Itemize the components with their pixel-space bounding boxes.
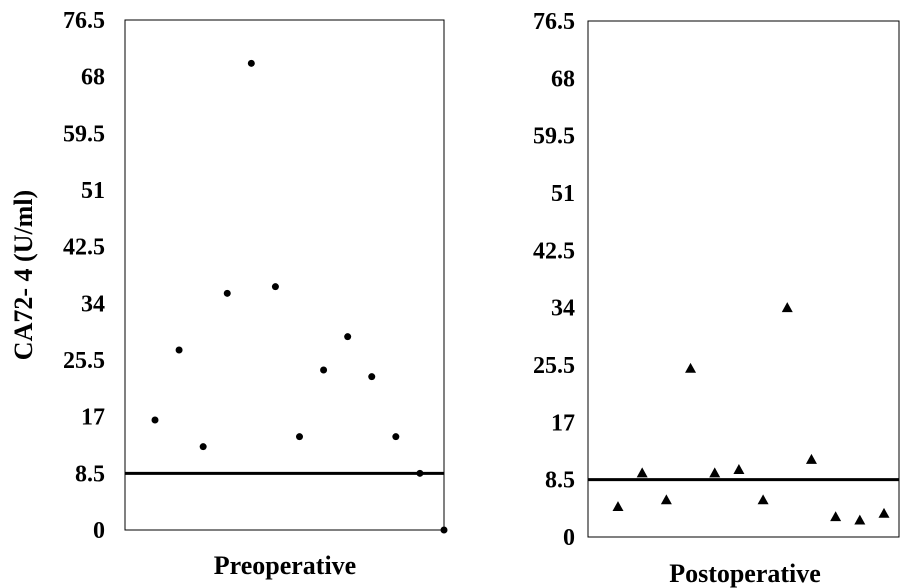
left-data-point [320,366,328,374]
left-y-tick-label: 76.5 [63,8,105,34]
y-axis-label: CA72- 4 (U/ml) [9,190,38,360]
left-y-tick-label: 68 [81,65,105,91]
left-data-points [151,59,448,534]
right-data-point [781,302,793,313]
right-data-point [830,511,842,522]
right-data-points [612,302,890,525]
left-data-point [440,526,448,534]
right-data-point [685,362,697,373]
right-y-ticks: 0 8.5 17 25.5 34 42.5 51 59.5 68 76.5 [533,9,575,551]
right-y-tick-label: 34 [551,296,575,322]
left-y-tick-label: 59.5 [63,121,105,147]
left-y-tick-label: 25.5 [63,348,105,374]
left-plot-frame [124,19,445,531]
left-data-point [199,443,207,451]
right-data-point [709,467,721,478]
right-y-tick-label: 51 [551,181,575,207]
right-y-tick-label: 76.5 [533,9,575,35]
left-y-tick-label: 0 [93,518,105,544]
left-data-point [296,433,303,441]
left-y-tick-label: 34 [81,291,105,317]
right-data-point [733,464,745,474]
right-data-point [805,453,817,464]
left-data-point [344,333,352,341]
left-y-tick-label: 42.5 [63,235,105,261]
left-data-point [271,283,279,291]
right-y-tick-label: 25.5 [533,353,575,379]
right-panel: 0 8.5 17 25.5 34 42.5 51 59.5 68 76.5 Postoperati… [533,9,900,588]
left-data-point [151,416,159,424]
right-plot-frame [587,20,900,538]
left-y-tick-label: 8.5 [75,461,105,487]
right-data-point [636,467,648,478]
left-data-point [223,289,231,297]
left-data-point [416,469,424,477]
left-y-ticks: 0 8.5 17 25.5 34 42.5 51 59.5 68 76.5 [63,8,105,544]
left-data-point [175,346,183,354]
right-y-tick-label: 68 [551,66,575,92]
right-data-point [612,501,624,512]
right-y-tick-label: 0 [563,525,575,551]
right-y-tick-label: 42.5 [533,238,575,264]
left-panel: 0 8.5 17 25.5 34 42.5 51 59.5 68 76.5 Preoperativ… [63,8,448,580]
left-data-point [247,59,255,67]
left-y-tick-label: 17 [81,405,105,431]
right-y-tick-label: 59.5 [533,124,575,150]
right-y-tick-label: 17 [551,410,575,436]
right-data-point [757,494,769,505]
right-x-axis-label: Postoperative [669,559,821,588]
right-data-point [660,494,672,505]
left-x-axis-label: Preoperative [214,551,356,580]
right-y-tick-label: 8.5 [545,468,575,494]
right-data-point [854,514,866,525]
left-data-point [392,433,400,441]
left-data-point [368,373,376,381]
right-data-point [878,507,890,518]
left-y-tick-label: 51 [81,178,105,204]
